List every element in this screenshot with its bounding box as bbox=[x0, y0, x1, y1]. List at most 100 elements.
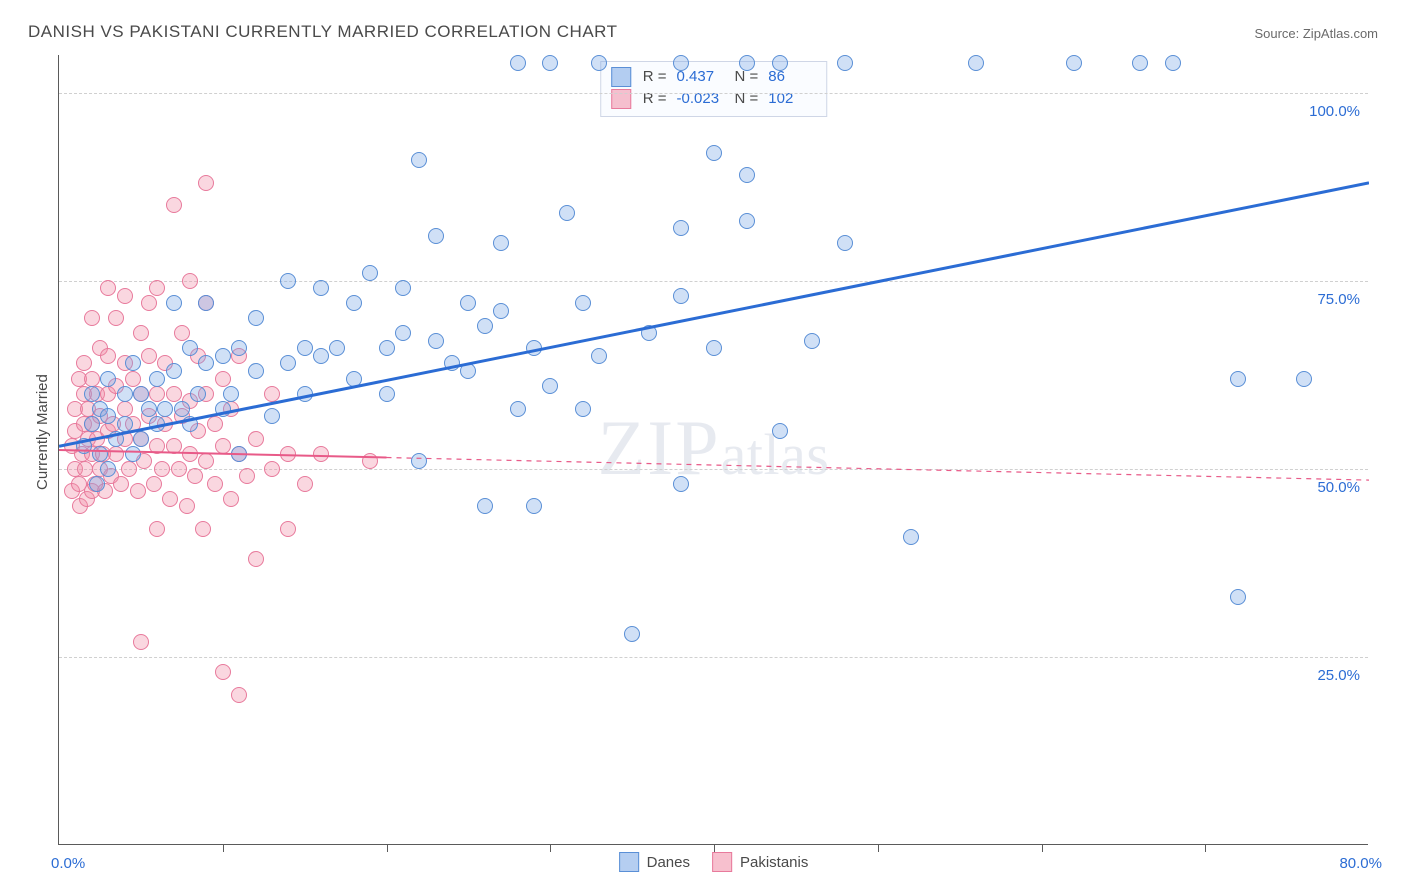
scatter-point-danes bbox=[673, 476, 689, 492]
scatter-point-danes bbox=[174, 401, 190, 417]
legend-item-pakistanis: Pakistanis bbox=[712, 852, 808, 872]
stats-label: R = bbox=[643, 66, 667, 88]
scatter-point-danes bbox=[903, 529, 919, 545]
scatter-point-danes bbox=[117, 386, 133, 402]
scatter-point-danes bbox=[149, 416, 165, 432]
scatter-point-danes bbox=[739, 55, 755, 71]
scatter-point-danes bbox=[313, 280, 329, 296]
y-tick-label: 25.0% bbox=[1317, 667, 1360, 684]
scatter-point-danes bbox=[706, 340, 722, 356]
scatter-point-danes bbox=[526, 340, 542, 356]
scatter-point-danes bbox=[1132, 55, 1148, 71]
x-tick bbox=[878, 844, 879, 852]
scatter-point-danes bbox=[198, 355, 214, 371]
scatter-point-pakistanis bbox=[264, 461, 280, 477]
scatter-point-danes bbox=[591, 55, 607, 71]
scatter-point-danes bbox=[215, 401, 231, 417]
scatter-point-pakistanis bbox=[215, 438, 231, 454]
scatter-point-danes bbox=[460, 363, 476, 379]
scatter-point-danes bbox=[395, 280, 411, 296]
scatter-point-danes bbox=[280, 355, 296, 371]
y-tick-label: 100.0% bbox=[1309, 103, 1360, 120]
stats-row-danes: R = 0.437 N = 86 bbox=[611, 66, 817, 88]
scatter-point-danes bbox=[739, 167, 755, 183]
scatter-point-pakistanis bbox=[239, 468, 255, 484]
watermark-zip: ZIP bbox=[598, 404, 721, 491]
x-tick bbox=[387, 844, 388, 852]
x-axis-label-max: 80.0% bbox=[1339, 855, 1382, 872]
swatch-danes bbox=[611, 67, 631, 87]
y-axis-title: Currently Married bbox=[34, 374, 51, 490]
x-tick bbox=[1205, 844, 1206, 852]
scatter-point-pakistanis bbox=[100, 280, 116, 296]
scatter-point-danes bbox=[968, 55, 984, 71]
scatter-point-pakistanis bbox=[100, 348, 116, 364]
scatter-point-pakistanis bbox=[146, 476, 162, 492]
scatter-point-pakistanis bbox=[149, 438, 165, 454]
scatter-point-danes bbox=[223, 386, 239, 402]
scatter-point-danes bbox=[379, 340, 395, 356]
scatter-point-danes bbox=[510, 55, 526, 71]
scatter-point-danes bbox=[739, 213, 755, 229]
scatter-point-danes bbox=[395, 325, 411, 341]
scatter-point-pakistanis bbox=[133, 634, 149, 650]
scatter-point-danes bbox=[166, 363, 182, 379]
scatter-point-danes bbox=[575, 295, 591, 311]
scatter-point-pakistanis bbox=[207, 416, 223, 432]
scatter-point-danes bbox=[624, 626, 640, 642]
scatter-point-danes bbox=[280, 273, 296, 289]
scatter-point-pakistanis bbox=[198, 453, 214, 469]
scatter-point-pakistanis bbox=[215, 664, 231, 680]
scatter-point-pakistanis bbox=[280, 446, 296, 462]
chart-title: DANISH VS PAKISTANI CURRENTLY MARRIED CO… bbox=[28, 22, 618, 42]
scatter-point-danes bbox=[804, 333, 820, 349]
scatter-point-danes bbox=[198, 295, 214, 311]
scatter-point-pakistanis bbox=[130, 483, 146, 499]
scatter-point-pakistanis bbox=[198, 175, 214, 191]
scatter-point-danes bbox=[1165, 55, 1181, 71]
scatter-point-danes bbox=[362, 265, 378, 281]
scatter-point-pakistanis bbox=[108, 446, 124, 462]
y-tick-label: 50.0% bbox=[1317, 479, 1360, 496]
scatter-point-pakistanis bbox=[77, 461, 93, 477]
scatter-point-pakistanis bbox=[149, 521, 165, 537]
y-tick-label: 75.0% bbox=[1317, 291, 1360, 308]
scatter-point-danes bbox=[346, 295, 362, 311]
scatter-point-pakistanis bbox=[195, 521, 211, 537]
scatter-point-pakistanis bbox=[84, 371, 100, 387]
scatter-point-danes bbox=[297, 340, 313, 356]
scatter-point-pakistanis bbox=[141, 348, 157, 364]
legend-label-danes: Danes bbox=[647, 854, 690, 871]
scatter-point-pakistanis bbox=[76, 355, 92, 371]
scatter-plot: ZIPatlas R = 0.437 N = 86 R = -0.023 N =… bbox=[58, 55, 1368, 845]
scatter-point-pakistanis bbox=[141, 295, 157, 311]
scatter-point-pakistanis bbox=[362, 453, 378, 469]
scatter-point-danes bbox=[772, 423, 788, 439]
legend-item-danes: Danes bbox=[619, 852, 690, 872]
scatter-point-pakistanis bbox=[179, 498, 195, 514]
scatter-point-pakistanis bbox=[231, 687, 247, 703]
scatter-point-danes bbox=[157, 401, 173, 417]
scatter-point-pakistanis bbox=[113, 476, 129, 492]
x-axis-label-min: 0.0% bbox=[51, 855, 85, 872]
scatter-point-pakistanis bbox=[171, 461, 187, 477]
scatter-point-danes bbox=[248, 363, 264, 379]
scatter-point-pakistanis bbox=[166, 386, 182, 402]
x-tick bbox=[714, 844, 715, 852]
scatter-point-danes bbox=[1230, 371, 1246, 387]
scatter-point-danes bbox=[673, 55, 689, 71]
scatter-point-danes bbox=[641, 325, 657, 341]
scatter-point-pakistanis bbox=[297, 476, 313, 492]
scatter-point-danes bbox=[125, 355, 141, 371]
scatter-point-danes bbox=[428, 228, 444, 244]
scatter-point-pakistanis bbox=[149, 280, 165, 296]
scatter-point-danes bbox=[411, 453, 427, 469]
stats-label: R = bbox=[643, 88, 667, 110]
scatter-point-danes bbox=[493, 235, 509, 251]
x-tick bbox=[223, 844, 224, 852]
scatter-point-pakistanis bbox=[182, 273, 198, 289]
scatter-point-danes bbox=[477, 318, 493, 334]
scatter-point-pakistanis bbox=[154, 461, 170, 477]
scatter-point-danes bbox=[190, 386, 206, 402]
scatter-point-danes bbox=[575, 401, 591, 417]
